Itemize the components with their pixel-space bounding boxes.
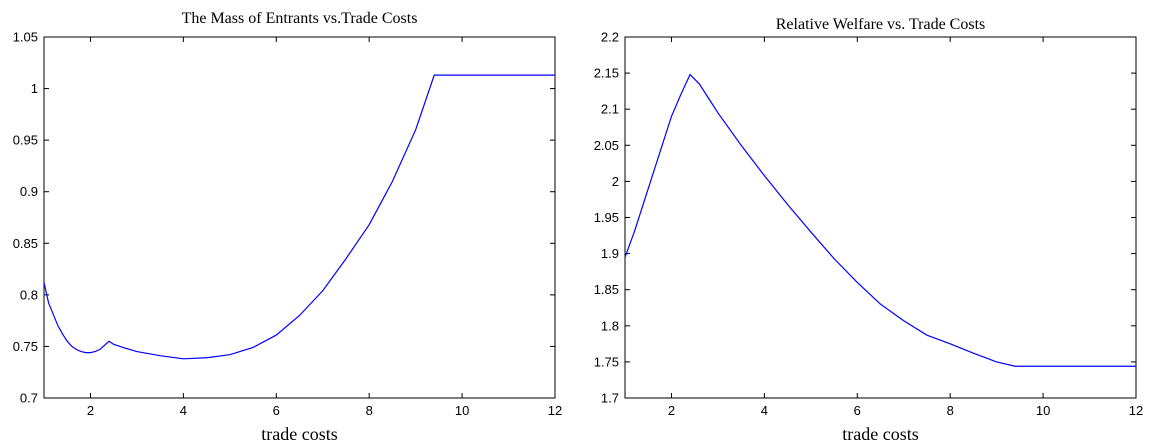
left-chart-y-tick-label: 0.95 [13, 133, 38, 148]
right-chart-y-tick-label: 2.2 [601, 30, 619, 45]
right-chart-y-tick-label: 2 [612, 174, 619, 189]
left-chart-y-tick-label: 1 [31, 81, 38, 96]
right-chart-title: Relative Welfare vs. Trade Costs [776, 16, 986, 33]
left-chart-y-tick-label: 0.7 [20, 391, 38, 406]
left-chart-x-tick-label: 12 [548, 403, 562, 418]
left-chart-title: The Mass of Entrants vs.Trade Costs [182, 10, 418, 27]
left-chart-x-axis-label: trade costs [261, 424, 337, 444]
right-chart-y-tick-label: 1.85 [594, 282, 619, 297]
right-chart-y-tick-label: 1.9 [601, 246, 619, 261]
right-chart-panel: Relative Welfare vs. Trade Costs trade co… [594, 16, 1144, 444]
right-chart-x-tick-label: 12 [1129, 403, 1143, 418]
right-chart-x-tick-label: 4 [761, 403, 768, 418]
right-chart-y-tick-label: 1.7 [601, 391, 619, 406]
left-chart-y-tick-label: 0.9 [20, 184, 38, 199]
right-chart-frame [624, 36, 1137, 399]
left-chart-y-tick-label: 1.05 [13, 30, 38, 45]
right-chart-y-tick-label: 2.05 [594, 138, 619, 153]
right-chart-x-tick-label: 10 [1036, 403, 1050, 418]
left-chart-x-tick-label: 4 [180, 403, 187, 418]
right-chart-series-line [624, 73, 1136, 367]
right-chart-y-tick-label: 2.1 [601, 102, 619, 117]
right-chart-y-tick-label: 2.15 [594, 66, 619, 81]
left-chart-x-tick-label: 6 [273, 403, 280, 418]
right-chart-x-tick-label: 2 [668, 403, 675, 418]
right-chart-y-tick-label: 1.8 [601, 318, 619, 333]
left-chart-y-tick-label: 0.8 [20, 287, 38, 302]
left-chart-x-tick-label: 10 [455, 403, 469, 418]
left-chart-y-tick-label: 0.75 [13, 339, 38, 354]
right-chart-y-tick-label: 1.75 [594, 354, 619, 369]
left-chart-y-tick-label: 0.85 [13, 236, 38, 251]
left-chart-x-tick-label: 2 [87, 403, 94, 418]
left-chart-frame [43, 36, 556, 399]
right-chart-x-tick-label: 8 [947, 403, 954, 418]
right-chart-x-axis-label: trade costs [842, 424, 918, 444]
right-chart-y-tick-label: 1.95 [594, 210, 619, 225]
left-chart-series-line [43, 74, 555, 360]
left-chart-x-tick-label: 8 [366, 403, 373, 418]
right-chart-x-tick-label: 6 [854, 403, 861, 418]
left-chart-panel: The Mass of Entrants vs.Trade Costs trade… [13, 10, 563, 444]
